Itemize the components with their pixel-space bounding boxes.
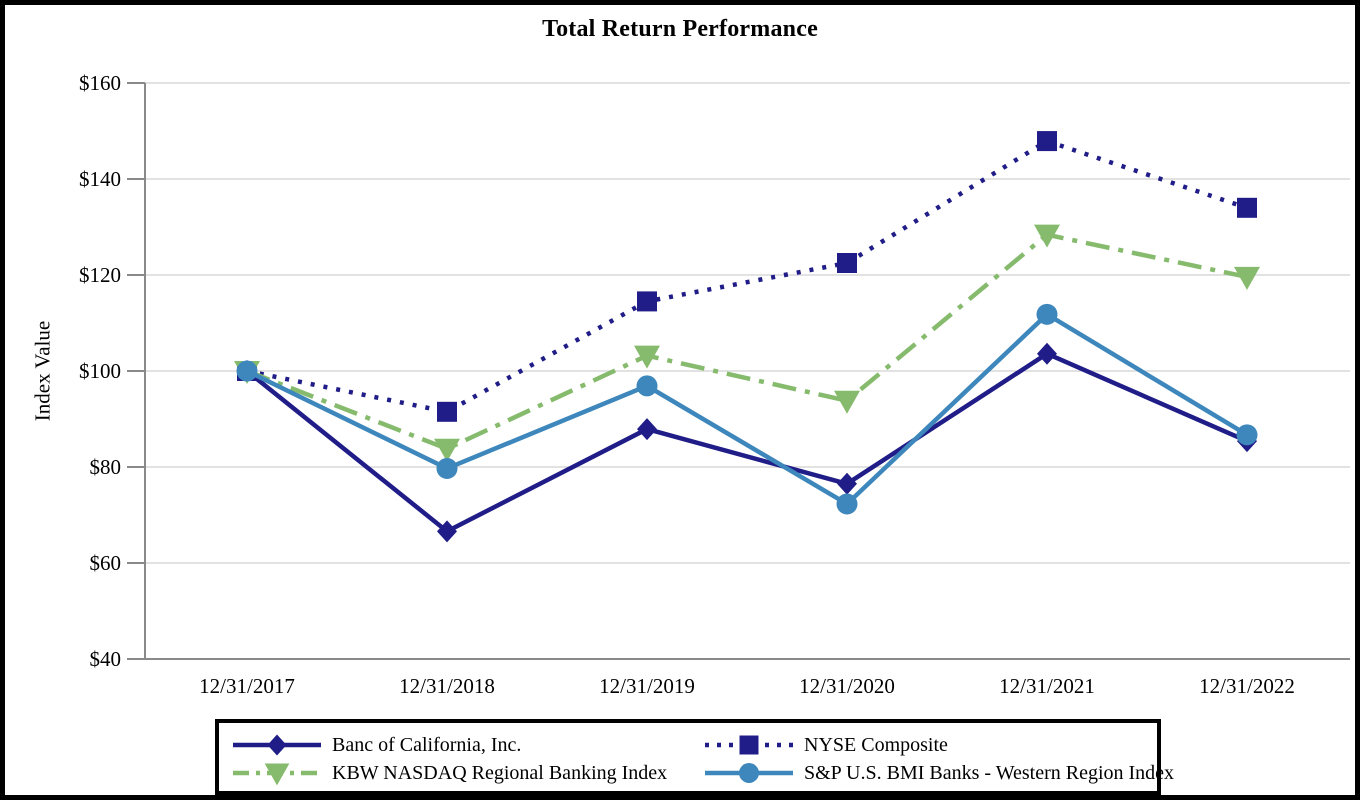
series-line-1 [245,351,1248,534]
triangle-down-marker-icon [834,390,860,414]
plot-area: $40 $60 $80 $100 $120 $140 $160 12/31/2017 12/31… [79,71,1350,698]
circle-marker-icon [636,375,658,397]
chart-title: Total Return Performance [542,16,818,42]
y-tick-label: $160 [79,71,121,95]
x-tick-label: 12/31/2018 [399,674,495,698]
triangle-down-marker-icon [434,438,460,462]
square-marker-icon [1237,197,1257,218]
y-tick-label: $140 [79,167,121,191]
legend-label: NYSE Composite [804,733,948,756]
x-tick-label: 12/31/2017 [199,674,295,698]
legend-label: Banc of California, Inc. [332,733,522,756]
legend-item: KBW NASDAQ Regional Banking Index [231,759,703,787]
square-marker-icon [837,253,857,273]
legend-circle-sample-icon [705,763,793,783]
circle-marker-icon [739,763,759,783]
diamond-marker-icon [267,734,287,756]
legend-item: Banc of California, Inc. [231,731,703,759]
square-marker-icon [1037,131,1057,152]
circle-marker-icon [1236,424,1258,446]
diamond-marker-icon [837,472,857,495]
circle-marker-icon [1036,303,1058,325]
x-tick-label: 12/31/2020 [799,674,895,698]
legend-item: NYSE Composite [703,731,1174,759]
legend-triangle-down-sample-icon [233,763,321,786]
legend-label: S&P U.S. BMI Banks - Western Region Inde… [804,761,1175,784]
series-line-4 [246,311,1249,507]
circle-marker-icon [836,493,858,515]
x-tick-label: 12/31/2022 [1199,674,1295,698]
triangle-down-marker-icon [264,763,290,786]
series-line-3 [246,232,1248,452]
legend-label: KBW NASDAQ Regional Banking Index [332,761,668,784]
circle-marker-icon [236,360,258,382]
triangle-down-marker-icon [1234,266,1260,290]
legend-square-sample-icon [705,735,793,755]
circle-marker-icon [436,457,458,479]
x-tick-label: 12/31/2021 [999,674,1095,698]
series-line-2 [246,138,1248,415]
x-tick-label: 12/31/2019 [599,674,695,698]
diamond-marker-icon [1037,342,1057,365]
y-tick-label: $40 [90,647,122,671]
legend-diamond-sample-icon [233,734,321,756]
diamond-marker-icon [437,520,457,543]
square-marker-icon [437,401,457,422]
diamond-marker-icon [637,418,657,441]
legend-item: S&P U.S. BMI Banks - Western Region Inde… [703,759,1174,787]
legend: Banc of California, Inc. KBW NASDAQ Regio… [215,719,1174,795]
y-tick-label: $120 [79,263,121,287]
square-marker-icon [637,291,657,312]
y-tick-label: $80 [90,455,122,479]
y-tick-label: $100 [79,359,121,383]
triangle-down-marker-icon [1034,224,1060,248]
square-marker-icon [739,735,759,755]
y-tick-label: $60 [90,551,122,575]
triangle-down-marker-icon [634,345,660,369]
